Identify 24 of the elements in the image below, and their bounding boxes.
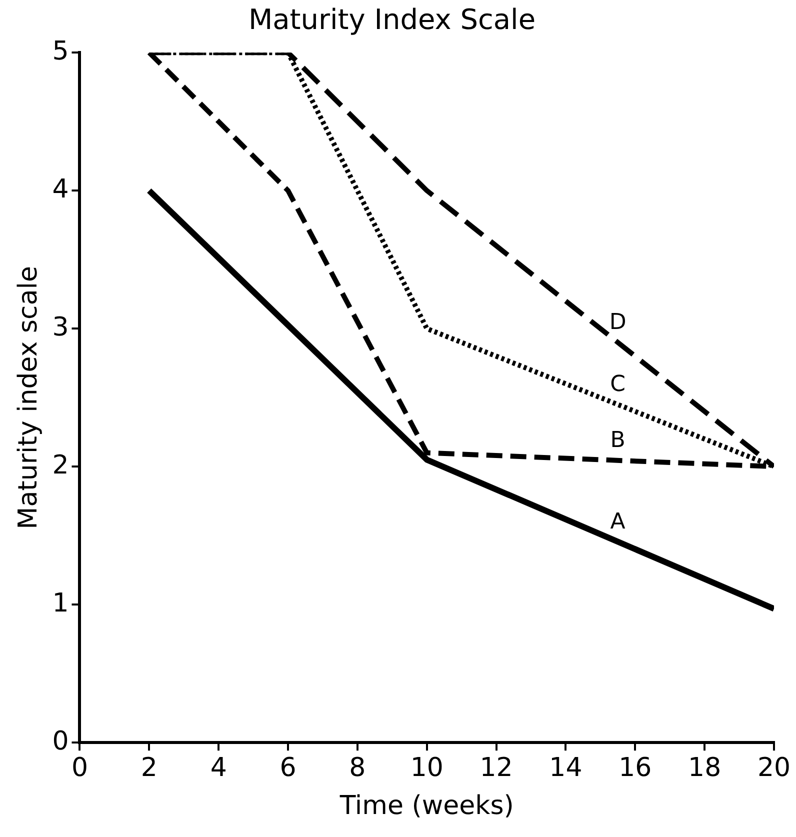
x-tick-label: 6	[280, 752, 296, 783]
y-tick-label: 4	[52, 174, 69, 204]
series-label: C	[610, 372, 626, 398]
x-tick-label: 16	[618, 752, 652, 783]
x-tick-label: 14	[549, 752, 582, 783]
series-label: B	[610, 428, 626, 454]
x-tick-label: 0	[71, 752, 88, 783]
x-tick-label: 12	[480, 752, 513, 783]
series-label: A	[610, 509, 626, 534]
y-tick-label: 1	[52, 588, 69, 618]
x-tick-label: 2	[140, 752, 158, 783]
y-tick-label: 2	[52, 450, 69, 480]
chart-title: Maturity Index Scale	[248, 3, 536, 36]
y-axis-title: Maturity index scale	[13, 266, 44, 530]
series-label: D	[609, 310, 626, 336]
y-tick-label: 3	[52, 312, 69, 342]
x-tick-label: 8	[349, 752, 366, 783]
x-tick-label: 10	[410, 752, 444, 783]
x-tick-label: 20	[757, 752, 791, 783]
y-tick-label: 5	[52, 36, 69, 66]
x-tick-label: 4	[210, 752, 227, 783]
y-tick-label: 0	[52, 726, 69, 756]
x-tick-label: 18	[688, 752, 722, 783]
x-axis-title: Time (weeks)	[338, 791, 514, 822]
